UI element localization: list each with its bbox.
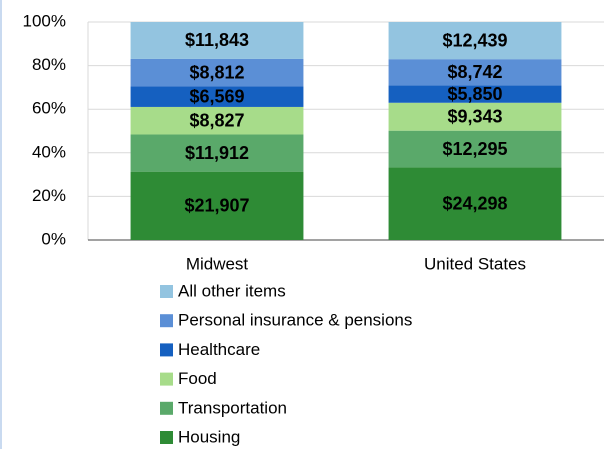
y-tick-label: 80% <box>32 55 66 74</box>
bar-segment <box>388 22 562 60</box>
legend-label: Personal insurance & pensions <box>178 311 412 330</box>
value-label: $11,912 <box>185 143 249 163</box>
legend-swatch <box>160 401 173 415</box>
value-label: $11,843 <box>185 30 249 50</box>
legend-label: Food <box>178 369 217 388</box>
legend-swatch <box>160 314 173 328</box>
bar-segment <box>388 59 562 86</box>
legend-swatch <box>160 372 173 386</box>
bar-segment <box>388 167 562 240</box>
value-label: $8,742 <box>447 62 502 82</box>
value-label: $8,827 <box>189 110 244 130</box>
bar-segment <box>388 85 562 103</box>
y-tick-label: 40% <box>32 142 66 161</box>
bar-segment <box>130 134 304 172</box>
bar-segment <box>388 102 562 131</box>
legend-label: Housing <box>178 427 240 446</box>
value-label: $6,569 <box>189 86 244 106</box>
value-label: $24,298 <box>442 193 507 213</box>
legend-swatch <box>160 431 173 444</box>
bar-segment <box>388 130 562 168</box>
legend-label: All other items <box>178 281 286 300</box>
legend-swatch <box>160 343 173 357</box>
y-tick-label: 0% <box>41 229 66 248</box>
x-tick-label: United States <box>424 254 526 273</box>
value-label: $8,812 <box>189 62 244 82</box>
bar-segment <box>130 86 304 107</box>
bar-segment <box>130 171 304 240</box>
bar-segment <box>130 22 304 59</box>
legend-label: Healthcare <box>178 340 260 359</box>
bar-segment <box>130 58 304 87</box>
value-label: $12,439 <box>442 30 507 50</box>
y-tick-label: 60% <box>32 99 66 118</box>
y-tick-label: 100% <box>23 11 66 30</box>
y-tick-label: 20% <box>32 186 66 205</box>
legend-label: Transportation <box>178 398 287 417</box>
x-tick-label: Midwest <box>186 254 249 273</box>
value-label: $5,850 <box>447 84 502 104</box>
value-label: $9,343 <box>447 106 502 126</box>
legend-swatch <box>160 285 173 298</box>
value-label: $12,295 <box>442 139 507 159</box>
value-label: $21,907 <box>184 196 249 216</box>
bar-segment <box>130 106 304 135</box>
